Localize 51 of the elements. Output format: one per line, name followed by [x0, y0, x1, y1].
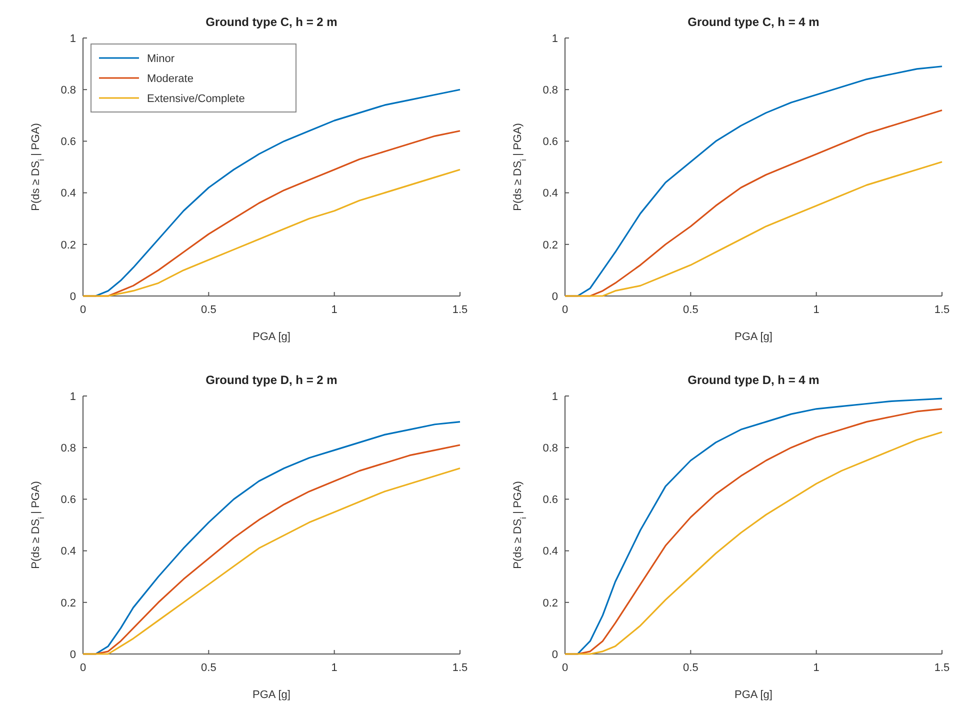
x-tick-label: 0	[80, 662, 86, 674]
y-tick-label: 0.2	[542, 597, 558, 610]
y-tick-label: 0.2	[60, 239, 76, 252]
x-axis-title: PGA [g]	[252, 331, 290, 343]
x-tick-label: 1	[813, 304, 820, 316]
x-tick-label: 1.5	[452, 304, 468, 316]
x-tick-label: 0	[562, 662, 568, 674]
y-tick-label: 0.8	[542, 442, 558, 454]
y-tick-label: 0	[70, 290, 76, 303]
y-tick-label: 1	[552, 390, 558, 403]
y-tick-label: 1	[70, 390, 76, 403]
x-tick-label: 1.5	[934, 662, 950, 674]
x-tick-label: 0.5	[683, 304, 698, 316]
x-tick-label: 1	[331, 304, 338, 316]
chart-title: Ground type C, h = 4 m	[688, 15, 820, 29]
y-tick-label: 0.6	[60, 136, 76, 148]
x-tick-label: 0.5	[201, 304, 216, 316]
y-tick-label: 0.8	[60, 442, 76, 454]
y-tick-label: 0	[70, 648, 76, 661]
legend-label: Extensive/Complete	[147, 92, 245, 105]
x-axis-title: PGA [g]	[734, 331, 772, 343]
y-tick-label: 0.4	[542, 188, 558, 200]
y-tick-label: 0	[552, 290, 558, 303]
y-tick-label: 0.6	[542, 136, 558, 148]
legend-label: Minor	[147, 52, 175, 65]
chart-title: Ground type C, h = 2 m	[206, 15, 338, 29]
x-axis-title: PGA [g]	[252, 689, 290, 701]
x-axis-title: PGA [g]	[734, 689, 772, 701]
chart-title: Ground type D, h = 2 m	[206, 373, 338, 387]
y-tick-label: 0.6	[542, 494, 558, 506]
chart-title: Ground type D, h = 4 m	[688, 373, 820, 387]
y-tick-label: 0.2	[542, 239, 558, 252]
x-tick-label: 0.5	[201, 662, 216, 674]
x-tick-label: 1	[813, 662, 820, 674]
y-tick-label: 0.8	[542, 84, 558, 96]
x-tick-label: 1.5	[934, 304, 950, 316]
legend-label: Moderate	[147, 72, 194, 85]
y-tick-label: 0.8	[60, 84, 76, 96]
x-tick-label: 1.5	[452, 662, 468, 674]
y-tick-label: 0.6	[60, 494, 76, 506]
y-tick-label: 0.4	[60, 546, 76, 558]
y-tick-label: 1	[552, 32, 558, 45]
y-tick-label: 0.2	[60, 597, 76, 610]
y-tick-label: 1	[70, 32, 76, 45]
x-tick-label: 0.5	[683, 662, 698, 674]
y-tick-label: 0.4	[60, 188, 76, 200]
x-tick-label: 1	[331, 662, 338, 674]
x-tick-label: 0	[562, 304, 568, 316]
x-tick-label: 0	[80, 304, 86, 316]
y-tick-label: 0.4	[542, 546, 558, 558]
y-tick-label: 0	[552, 648, 558, 661]
